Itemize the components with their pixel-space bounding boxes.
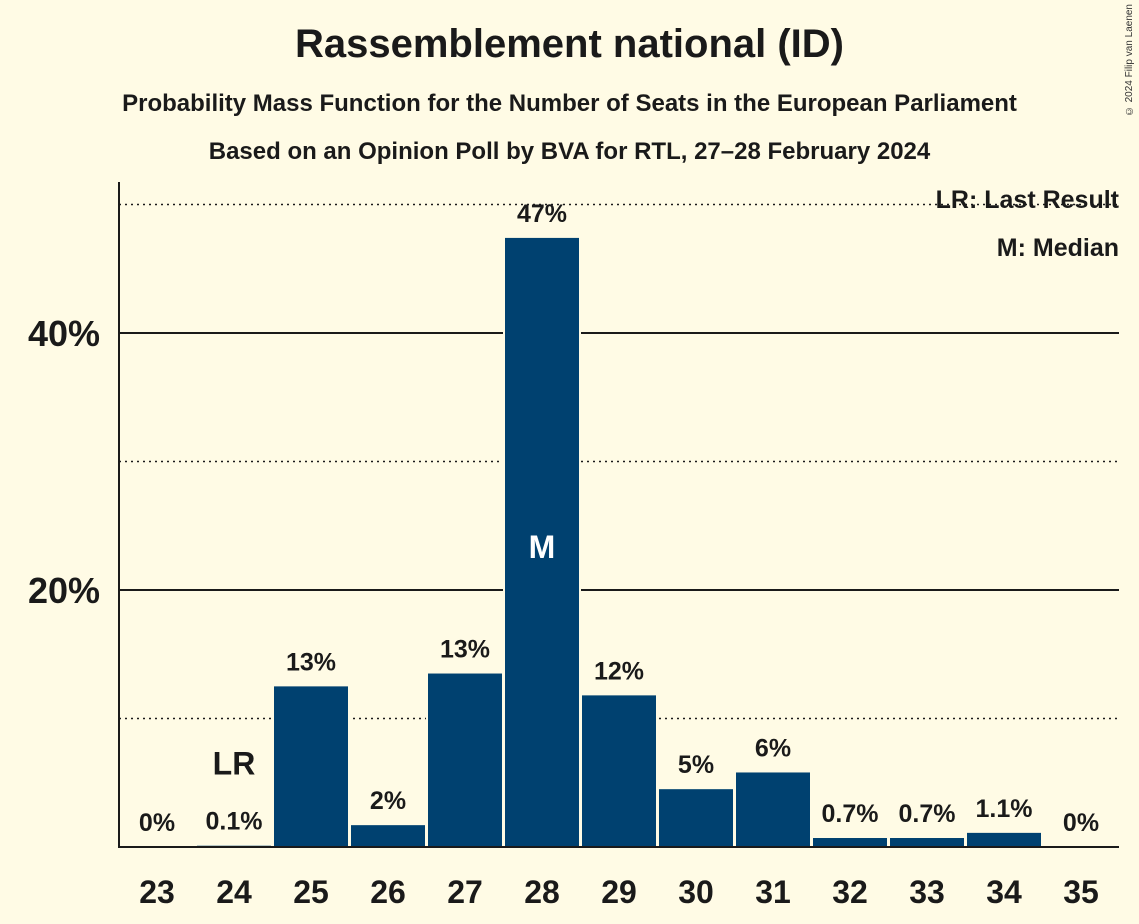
value-label-23: 0% [139,809,175,837]
value-label-35: 0% [1063,809,1099,837]
value-label-25: 13% [286,648,336,676]
y-tick-label: 20% [28,570,100,611]
bar-26 [351,825,425,847]
chart-subtitle-source: Based on an Opinion Poll by BVA for RTL,… [208,138,931,165]
legend-median: M: Median [996,234,1119,262]
value-label-24: 0.1% [206,808,263,836]
bar-25 [274,686,348,847]
value-label-30: 5% [678,751,714,779]
y-tick-label: 40% [28,313,100,354]
median-marker: M [529,529,556,565]
x-tick-label-33: 33 [909,874,945,910]
bar-29 [582,695,656,847]
x-tick-label-29: 29 [601,874,637,910]
legend-last-result: LR: Last Result [935,186,1119,214]
bar-32 [813,838,887,847]
value-label-33: 0.7% [899,800,956,828]
x-tick-label-30: 30 [678,874,714,910]
last-result-marker: LR [213,746,256,782]
chart-subtitle: Probability Mass Function for the Number… [122,90,1017,117]
value-label-34: 1.1% [976,795,1033,823]
x-tick-label-28: 28 [524,874,560,910]
x-tick-label-32: 32 [832,874,868,910]
bar-27 [428,673,502,847]
bar-31 [736,772,810,847]
x-tick-label-24: 24 [216,874,252,910]
x-tick-label-31: 31 [755,874,791,910]
x-tick-label-34: 34 [986,874,1022,910]
value-label-31: 6% [755,734,791,762]
value-label-26: 2% [370,787,406,815]
x-tick-label-25: 25 [293,874,329,910]
bar-34 [967,832,1041,847]
bar-halo [195,843,273,847]
bar-30 [659,789,733,847]
x-tick-label-23: 23 [139,874,175,910]
bar-28 [505,237,579,847]
value-label-28: 47% [517,200,567,228]
value-label-27: 13% [440,636,490,664]
value-label-29: 12% [594,657,644,685]
bar-33 [890,838,964,847]
x-tick-label-26: 26 [370,874,406,910]
x-tick-label-35: 35 [1063,874,1099,910]
value-label-32: 0.7% [822,800,879,828]
x-tick-label-27: 27 [447,874,483,910]
chart-title: Rassemblement national (ID) [294,22,844,66]
